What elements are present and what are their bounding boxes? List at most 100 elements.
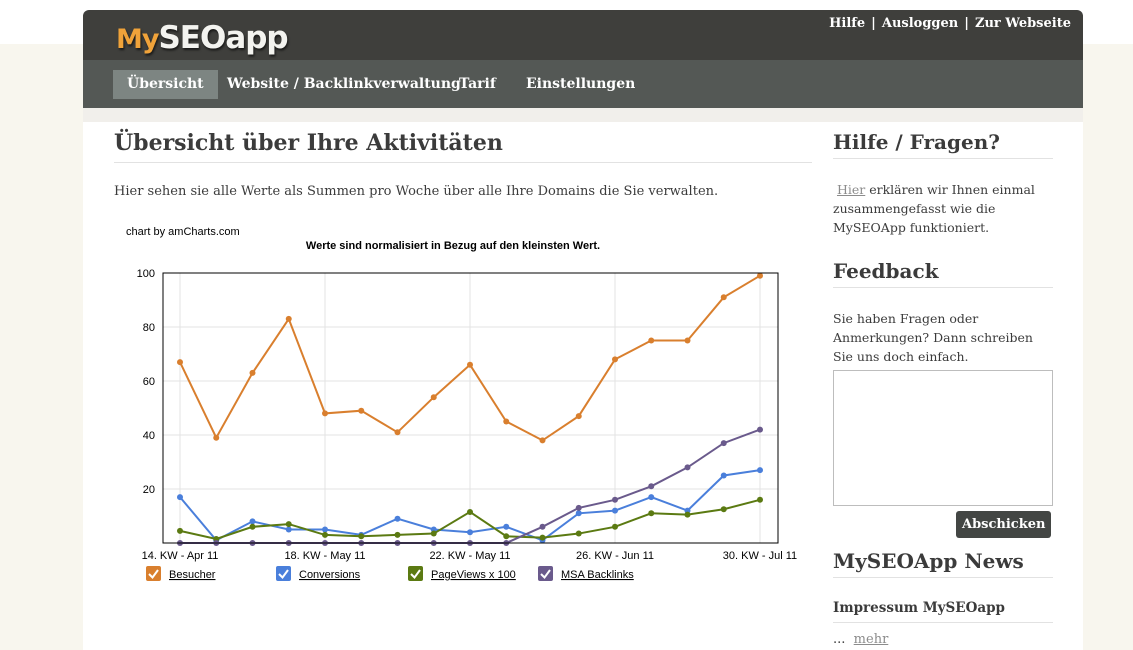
data-point[interactable] [612, 507, 618, 514]
data-point[interactable] [720, 472, 727, 479]
feedback-text: Sie haben Fragen oder Anmerkungen? Dann … [833, 311, 1033, 364]
data-point[interactable] [648, 337, 655, 344]
data-point[interactable] [394, 531, 401, 538]
x-axis: 14. KW - Apr 11 18. KW - May 11 22. KW - M… [142, 550, 798, 562]
data-point[interactable] [720, 506, 727, 513]
legend-checkbox-icon[interactable] [408, 566, 423, 581]
data-point[interactable] [720, 294, 727, 301]
legend-label[interactable]: MSA Backlinks [561, 569, 634, 581]
data-point[interactable] [757, 467, 763, 474]
news-more: ... mehr [833, 632, 888, 647]
header: MySEOapp Hilfe | Ausloggen | Zur Webseite [83, 10, 1083, 60]
activity-chart: chart by amCharts.com Werte sind normali… [126, 226, 798, 581]
data-point[interactable] [322, 410, 328, 417]
intro-text: Hier sehen sie alle Werte als Summen pro… [114, 184, 719, 199]
logo[interactable]: MySEOapp [116, 20, 289, 56]
logout-link[interactable]: Ausloggen [881, 16, 959, 31]
data-point[interactable] [575, 530, 582, 537]
data-point[interactable] [394, 515, 401, 522]
y-tick-label: 20 [143, 484, 155, 496]
data-point[interactable] [503, 533, 510, 540]
page-wrapper: MySEOapp Hilfe | Ausloggen | Zur Webseite Üb… [83, 10, 1083, 650]
data-point[interactable] [177, 359, 183, 366]
data-point[interactable] [757, 496, 763, 503]
data-point[interactable] [648, 494, 655, 501]
data-point[interactable] [430, 394, 437, 401]
x-tick-label: 18. KW - May 11 [284, 550, 365, 562]
data-point[interactable] [285, 315, 292, 322]
data-point[interactable] [612, 523, 618, 530]
data-point[interactable] [757, 272, 763, 279]
data-point[interactable] [612, 496, 618, 503]
data-point[interactable] [430, 530, 437, 537]
check-icon [540, 569, 551, 580]
data-point[interactable] [467, 508, 473, 515]
data-point[interactable] [684, 337, 691, 344]
tab-tariff[interactable]: Tarif [459, 76, 496, 92]
data-point[interactable] [539, 437, 546, 444]
logo-my: My [116, 24, 159, 55]
data-point[interactable] [467, 529, 473, 536]
legend-label[interactable]: Conversions [299, 569, 361, 581]
check-icon [148, 569, 159, 580]
news-ellipsis: ... [833, 632, 846, 647]
legend-checkbox-icon[interactable] [146, 566, 161, 581]
chart-credit[interactable]: chart by amCharts.com [126, 226, 240, 238]
data-point[interactable] [575, 413, 582, 420]
chart-legend: Besucher Conversions PageViews x 100 MSA Ba… [146, 566, 634, 581]
logo-seoapp: SEOapp [158, 20, 288, 56]
y-tick-label: 60 [143, 376, 155, 388]
legend-label[interactable]: Besucher [169, 569, 216, 581]
y-tick-label: 100 [137, 268, 155, 280]
data-point[interactable] [285, 526, 292, 533]
nav-subbar [83, 108, 1083, 122]
data-point[interactable] [358, 533, 365, 540]
data-point[interactable] [684, 464, 691, 471]
data-point[interactable] [177, 527, 183, 534]
data-point[interactable] [757, 426, 763, 433]
data-point[interactable] [612, 356, 618, 363]
tab-website-backlinks[interactable]: Website / Backlinkverwaltung [227, 76, 461, 92]
data-point[interactable] [177, 494, 183, 501]
news-title: MySEOApp News [833, 549, 1053, 578]
data-point[interactable] [648, 510, 655, 517]
data-point[interactable] [539, 523, 546, 530]
legend-checkbox-icon[interactable] [538, 566, 553, 581]
data-point[interactable] [539, 534, 546, 541]
legend-checkbox-icon[interactable] [276, 566, 291, 581]
data-point[interactable] [684, 511, 691, 518]
data-point[interactable] [648, 483, 655, 490]
help-here-link[interactable]: Hier [836, 182, 866, 197]
data-point[interactable] [285, 521, 292, 528]
data-point[interactable] [249, 523, 256, 530]
y-tick-label: 40 [143, 430, 155, 442]
help-text-body: erklären wir Ihnen einmal zusammengefass… [833, 182, 1035, 235]
data-point[interactable] [467, 361, 473, 368]
data-point[interactable] [322, 526, 328, 533]
data-point[interactable] [249, 369, 256, 376]
data-point[interactable] [720, 440, 727, 447]
check-icon [278, 569, 289, 580]
website-link[interactable]: Zur Webseite [974, 16, 1071, 31]
data-point[interactable] [322, 531, 328, 538]
more-link[interactable]: mehr [853, 632, 889, 647]
y-axis: 20 40 60 80 100 [137, 268, 155, 496]
data-point[interactable] [213, 434, 220, 441]
feedback-textarea[interactable] [833, 370, 1053, 506]
data-point[interactable] [394, 429, 401, 436]
submit-button[interactable]: Abschicken [956, 511, 1052, 538]
main-content: Übersicht über Ihre Aktivitäten Hier seh… [83, 122, 1083, 650]
data-point[interactable] [358, 407, 365, 414]
tab-overview[interactable]: Übersicht [113, 70, 218, 99]
chart-grid [163, 272, 778, 543]
data-point[interactable] [575, 510, 582, 517]
data-point[interactable] [503, 523, 510, 530]
x-tick-label: 14. KW - Apr 11 [142, 550, 219, 562]
data-point[interactable] [575, 504, 582, 511]
help-link[interactable]: Hilfe [829, 16, 866, 31]
legend-label[interactable]: PageViews x 100 [431, 569, 516, 581]
tab-settings[interactable]: Einstellungen [526, 76, 636, 92]
news-item-title[interactable]: Impressum MySEOapp [833, 600, 1053, 623]
data-point[interactable] [249, 518, 256, 525]
data-point[interactable] [503, 418, 510, 425]
